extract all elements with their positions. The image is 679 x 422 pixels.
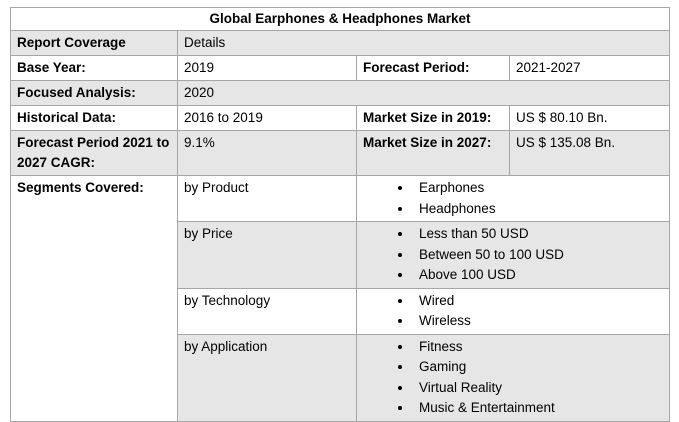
bullet-list: WiredWireless xyxy=(363,291,663,332)
row-value: 2021-2027 xyxy=(509,55,670,81)
segment-items: WiredWireless xyxy=(356,287,670,335)
row-label: Focused Analysis: xyxy=(10,80,178,106)
segment-items: Less than 50 USDBetween 50 to 100 USDAbo… xyxy=(356,221,670,289)
row-label: Forecast Period: xyxy=(356,55,510,81)
segment-row: by PriceLess than 50 USDBetween 50 to 10… xyxy=(11,221,670,289)
segment-row: by TechnologyWiredWireless xyxy=(11,287,670,335)
bullet-item: Between 50 to 100 USD xyxy=(413,245,663,266)
row-label: Base Year: xyxy=(10,55,178,81)
segment-group: by Product xyxy=(177,175,357,222)
segment-group: by Price xyxy=(177,221,357,289)
segment-items: EarphonesHeadphones xyxy=(356,175,670,222)
row-label: Historical Data: xyxy=(10,105,178,131)
segment-label: Segments Covered: xyxy=(10,175,178,422)
row-value: US $ 135.08 Bn. xyxy=(509,130,670,176)
bullet-item: Headphones xyxy=(413,199,663,220)
table-row: Historical Data: 2016 to 2019 Market Size … xyxy=(10,105,670,131)
bullet-list: FitnessGamingVirtual RealityMusic & Ente… xyxy=(363,337,663,419)
row-value: 2019 xyxy=(177,55,357,81)
row-label: Forecast Period 2021 to 2027 CAGR: xyxy=(10,130,178,176)
row-value: US $ 80.10 Bn. xyxy=(509,105,670,131)
page: Global Earphones & Headphones Market Rep… xyxy=(0,0,679,402)
table-title: Global Earphones & Headphones Market xyxy=(10,7,670,31)
bullet-item: Fitness xyxy=(413,337,663,358)
table-row: Focused Analysis: 2020 xyxy=(10,80,670,106)
bullet-item: Less than 50 USD xyxy=(413,224,663,245)
bullet-item: Earphones xyxy=(413,178,663,199)
bullet-item: Gaming xyxy=(413,357,663,378)
bullet-list: EarphonesHeadphones xyxy=(363,178,663,219)
table-row: Report Coverage Details xyxy=(10,30,670,56)
table-row: Forecast Period 2021 to 2027 CAGR: 9.1% Ma… xyxy=(10,130,670,176)
bullet-item: Virtual Reality xyxy=(413,378,663,399)
row-label: Market Size in 2019: xyxy=(356,105,510,131)
bullet-item: Music & Entertainment xyxy=(413,398,663,419)
segment-row: Segments Covered:by ProductEarphonesHead… xyxy=(10,175,670,422)
segment-group: by Application xyxy=(177,333,357,422)
bullet-item: Wired xyxy=(413,291,663,312)
row-value: Details xyxy=(177,30,670,56)
bullet-item: Wireless xyxy=(413,311,663,332)
row-value: 9.1% xyxy=(177,130,357,176)
market-table: Global Earphones & Headphones Market Rep… xyxy=(10,7,670,422)
segment-group: by Technology xyxy=(177,287,357,335)
bullet-item: Above 100 USD xyxy=(413,265,663,286)
row-value: 2020 xyxy=(177,80,670,106)
bullet-list: Less than 50 USDBetween 50 to 100 USDAbo… xyxy=(363,224,663,286)
table-row: Base Year: 2019 Forecast Period: 2021-2027 xyxy=(10,55,670,81)
row-value: 2016 to 2019 xyxy=(177,105,357,131)
row-label: Market Size in 2027: xyxy=(356,130,510,176)
row-label: Report Coverage xyxy=(10,30,178,56)
segment-items: FitnessGamingVirtual RealityMusic & Ente… xyxy=(356,333,670,422)
